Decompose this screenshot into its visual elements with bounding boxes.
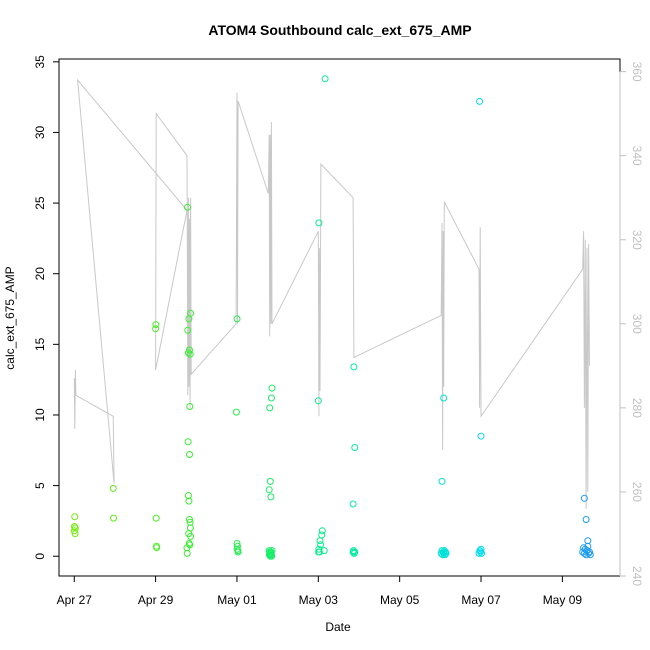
data-point: [349, 500, 357, 508]
data-point: [351, 548, 359, 556]
plot-frame: [58, 58, 621, 577]
data-point: [186, 451, 193, 458]
right-tick-label: 300: [630, 314, 644, 334]
data-point: [232, 408, 240, 416]
data-point: [585, 549, 593, 557]
data-point: [267, 493, 275, 501]
data-point: [185, 497, 193, 505]
data-point: [442, 549, 450, 557]
x-tick-label: May 09: [543, 593, 583, 607]
data-point: [71, 513, 79, 521]
chart-title: ATOM4 Southbound calc_ext_675_AMP: [208, 22, 471, 38]
data-point: [266, 404, 274, 412]
x-tick-label: Apr 27: [57, 593, 93, 607]
x-tick-label: May 03: [299, 593, 339, 607]
data-point: [440, 549, 448, 557]
right-tick-label: 240: [630, 566, 644, 586]
data-point: [152, 321, 160, 329]
data-point: [186, 541, 194, 549]
data-point: [350, 363, 358, 371]
data-point: [233, 315, 241, 323]
data-point: [475, 549, 483, 557]
data-point: [267, 394, 275, 402]
data-point: [586, 548, 593, 556]
data-point: [186, 516, 193, 523]
data-point: [184, 326, 192, 334]
data-point: [265, 486, 273, 494]
data-point: [477, 548, 484, 556]
data-point: [184, 492, 192, 499]
x-tick-label: May 01: [217, 593, 257, 607]
data-point: [582, 516, 590, 523]
data-point: [441, 551, 449, 559]
data-point: [318, 527, 326, 535]
data-point: [478, 549, 486, 557]
right-tick-label: 260: [630, 482, 644, 502]
axis-layer: 0 5 10 15 20 25 30 35 240 260 280 300 320 340 360 Apr 2…: [33, 55, 644, 607]
data-point: [476, 97, 484, 105]
data-point: [268, 547, 276, 555]
x-tick-label: Apr 29: [138, 593, 174, 607]
data-point: [71, 523, 78, 531]
data-point: [477, 432, 485, 440]
right-tick-label: 280: [630, 398, 644, 418]
data-point: [266, 477, 274, 485]
y-axis-label: calc_ext_675_AMP: [3, 266, 17, 369]
data-point: [268, 384, 276, 392]
y-tick-label: 35: [33, 55, 47, 69]
data-point: [184, 438, 192, 446]
right-tick-label: 340: [630, 146, 644, 166]
data-point: [440, 394, 448, 402]
data-point: [317, 541, 325, 549]
data-point: [233, 545, 241, 553]
y-tick-label: 5: [33, 482, 47, 489]
x-axis-label: Date: [325, 620, 351, 634]
data-point: [71, 524, 79, 532]
data-point: [109, 484, 117, 492]
data-point: [351, 444, 359, 451]
y-tick-label: 0: [33, 553, 47, 560]
right-tick-label: 360: [630, 62, 644, 82]
y-tick-label: 10: [33, 408, 47, 422]
right-axis-line-layer: [73, 78, 590, 509]
data-point: [186, 524, 194, 532]
data-point: [318, 531, 326, 539]
data-point: [152, 325, 160, 333]
y-tick-label: 25: [33, 196, 47, 210]
data-point: [110, 514, 117, 522]
data-point: [187, 532, 195, 540]
scatter-point-layer: [70, 75, 594, 560]
data-point: [186, 403, 194, 410]
data-point: [186, 346, 193, 354]
data-point: [586, 551, 594, 559]
data-point: [152, 514, 160, 522]
data-point: [580, 494, 588, 502]
data-point: [315, 219, 323, 227]
x-tick-label: May 05: [380, 593, 420, 607]
data-point: [320, 547, 328, 555]
data-point: [350, 547, 358, 555]
data-point: [321, 75, 329, 83]
right-tick-label: 320: [630, 230, 644, 250]
data-point: [184, 203, 191, 211]
data-point: [153, 544, 161, 552]
data-point: [315, 548, 323, 556]
y-tick-label: 30: [33, 125, 47, 139]
y-tick-label: 20: [33, 267, 47, 281]
y-tick-label: 15: [33, 337, 47, 351]
data-point: [187, 309, 195, 317]
data-point: [438, 477, 446, 485]
data-point: [186, 350, 194, 358]
series-line: [73, 78, 590, 509]
x-tick-label: May 07: [461, 593, 501, 607]
data-point: [477, 545, 485, 553]
data-point: [183, 549, 191, 557]
data-point: [314, 397, 322, 405]
